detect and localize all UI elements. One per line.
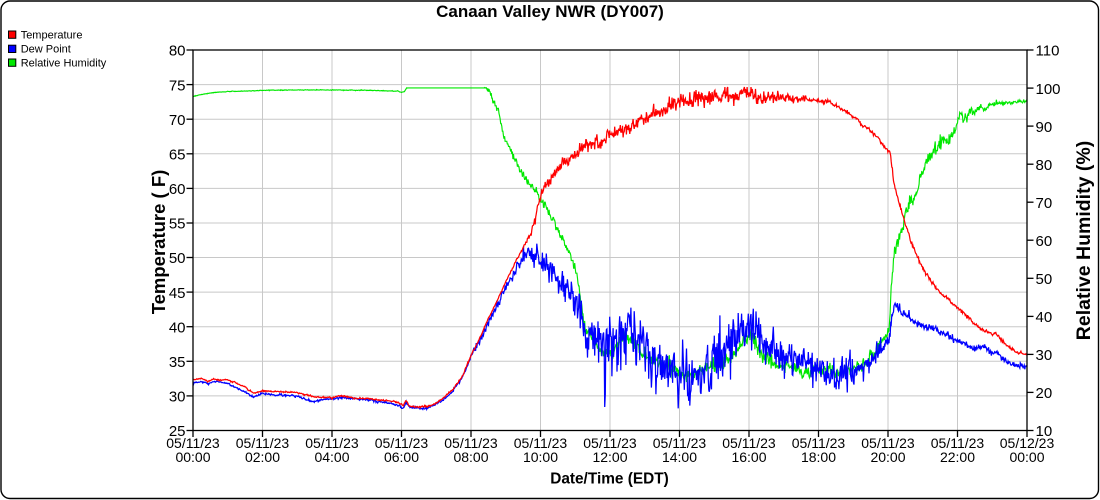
svg-text:Relative Humidity: Relative Humidity bbox=[21, 57, 107, 69]
svg-text:Canaan Valley NWR (DY007): Canaan Valley NWR (DY007) bbox=[436, 2, 664, 21]
svg-text:05/11/23: 05/11/23 bbox=[166, 435, 220, 451]
svg-text:80: 80 bbox=[169, 43, 186, 60]
svg-text:90: 90 bbox=[1036, 119, 1053, 136]
svg-text:Relative Humidity (%): Relative Humidity (%) bbox=[1073, 141, 1095, 340]
svg-text:Dew Point: Dew Point bbox=[21, 44, 71, 56]
svg-text:45: 45 bbox=[169, 285, 186, 302]
svg-text:100: 100 bbox=[1036, 81, 1061, 98]
svg-text:Temperature ( F): Temperature ( F) bbox=[148, 170, 169, 315]
svg-text:70: 70 bbox=[169, 112, 186, 129]
svg-text:04:00: 04:00 bbox=[314, 449, 349, 465]
svg-text:05/12/23: 05/12/23 bbox=[1000, 435, 1055, 451]
svg-text:05/11/23: 05/11/23 bbox=[861, 435, 915, 451]
svg-text:12:00: 12:00 bbox=[592, 449, 627, 465]
svg-text:70: 70 bbox=[1036, 195, 1053, 212]
svg-text:05/11/23: 05/11/23 bbox=[375, 435, 429, 451]
svg-text:110: 110 bbox=[1036, 43, 1060, 60]
svg-text:30: 30 bbox=[169, 389, 186, 406]
svg-text:30: 30 bbox=[1036, 347, 1053, 364]
svg-text:75: 75 bbox=[169, 77, 186, 94]
svg-text:16:00: 16:00 bbox=[731, 449, 766, 465]
svg-text:65: 65 bbox=[169, 147, 186, 164]
svg-text:20: 20 bbox=[1036, 385, 1053, 402]
svg-text:05/11/23: 05/11/23 bbox=[514, 435, 568, 451]
svg-text:50: 50 bbox=[169, 250, 186, 267]
svg-text:00:00: 00:00 bbox=[175, 449, 210, 465]
svg-text:08:00: 08:00 bbox=[453, 449, 488, 465]
svg-text:25: 25 bbox=[169, 423, 186, 440]
svg-text:50: 50 bbox=[1036, 271, 1053, 288]
svg-text:10: 10 bbox=[1036, 423, 1053, 440]
svg-text:18:00: 18:00 bbox=[801, 449, 836, 465]
svg-text:05/11/23: 05/11/23 bbox=[931, 435, 985, 451]
svg-text:40: 40 bbox=[1036, 309, 1053, 326]
svg-text:05/11/23: 05/11/23 bbox=[583, 435, 637, 451]
svg-text:60: 60 bbox=[1036, 233, 1053, 250]
svg-text:05/11/23: 05/11/23 bbox=[792, 435, 846, 451]
svg-text:02:00: 02:00 bbox=[245, 449, 280, 465]
svg-text:05/11/23: 05/11/23 bbox=[305, 435, 359, 451]
svg-text:35: 35 bbox=[169, 354, 186, 371]
svg-text:06:00: 06:00 bbox=[384, 449, 419, 465]
svg-text:14:00: 14:00 bbox=[662, 449, 697, 465]
svg-text:40: 40 bbox=[169, 319, 186, 336]
svg-text:Date/Time (EDT): Date/Time (EDT) bbox=[550, 471, 669, 488]
svg-text:00:00: 00:00 bbox=[1009, 449, 1044, 465]
svg-text:05/11/23: 05/11/23 bbox=[444, 435, 498, 451]
svg-text:Temperature: Temperature bbox=[21, 29, 83, 41]
svg-text:20:00: 20:00 bbox=[870, 449, 905, 465]
svg-text:10:00: 10:00 bbox=[523, 449, 558, 465]
svg-text:05/11/23: 05/11/23 bbox=[236, 435, 290, 451]
svg-text:05/11/23: 05/11/23 bbox=[722, 435, 776, 451]
svg-text:60: 60 bbox=[169, 181, 186, 198]
svg-text:22:00: 22:00 bbox=[940, 449, 975, 465]
svg-text:05/11/23: 05/11/23 bbox=[653, 435, 707, 451]
svg-text:80: 80 bbox=[1036, 157, 1053, 174]
svg-text:55: 55 bbox=[169, 216, 186, 233]
